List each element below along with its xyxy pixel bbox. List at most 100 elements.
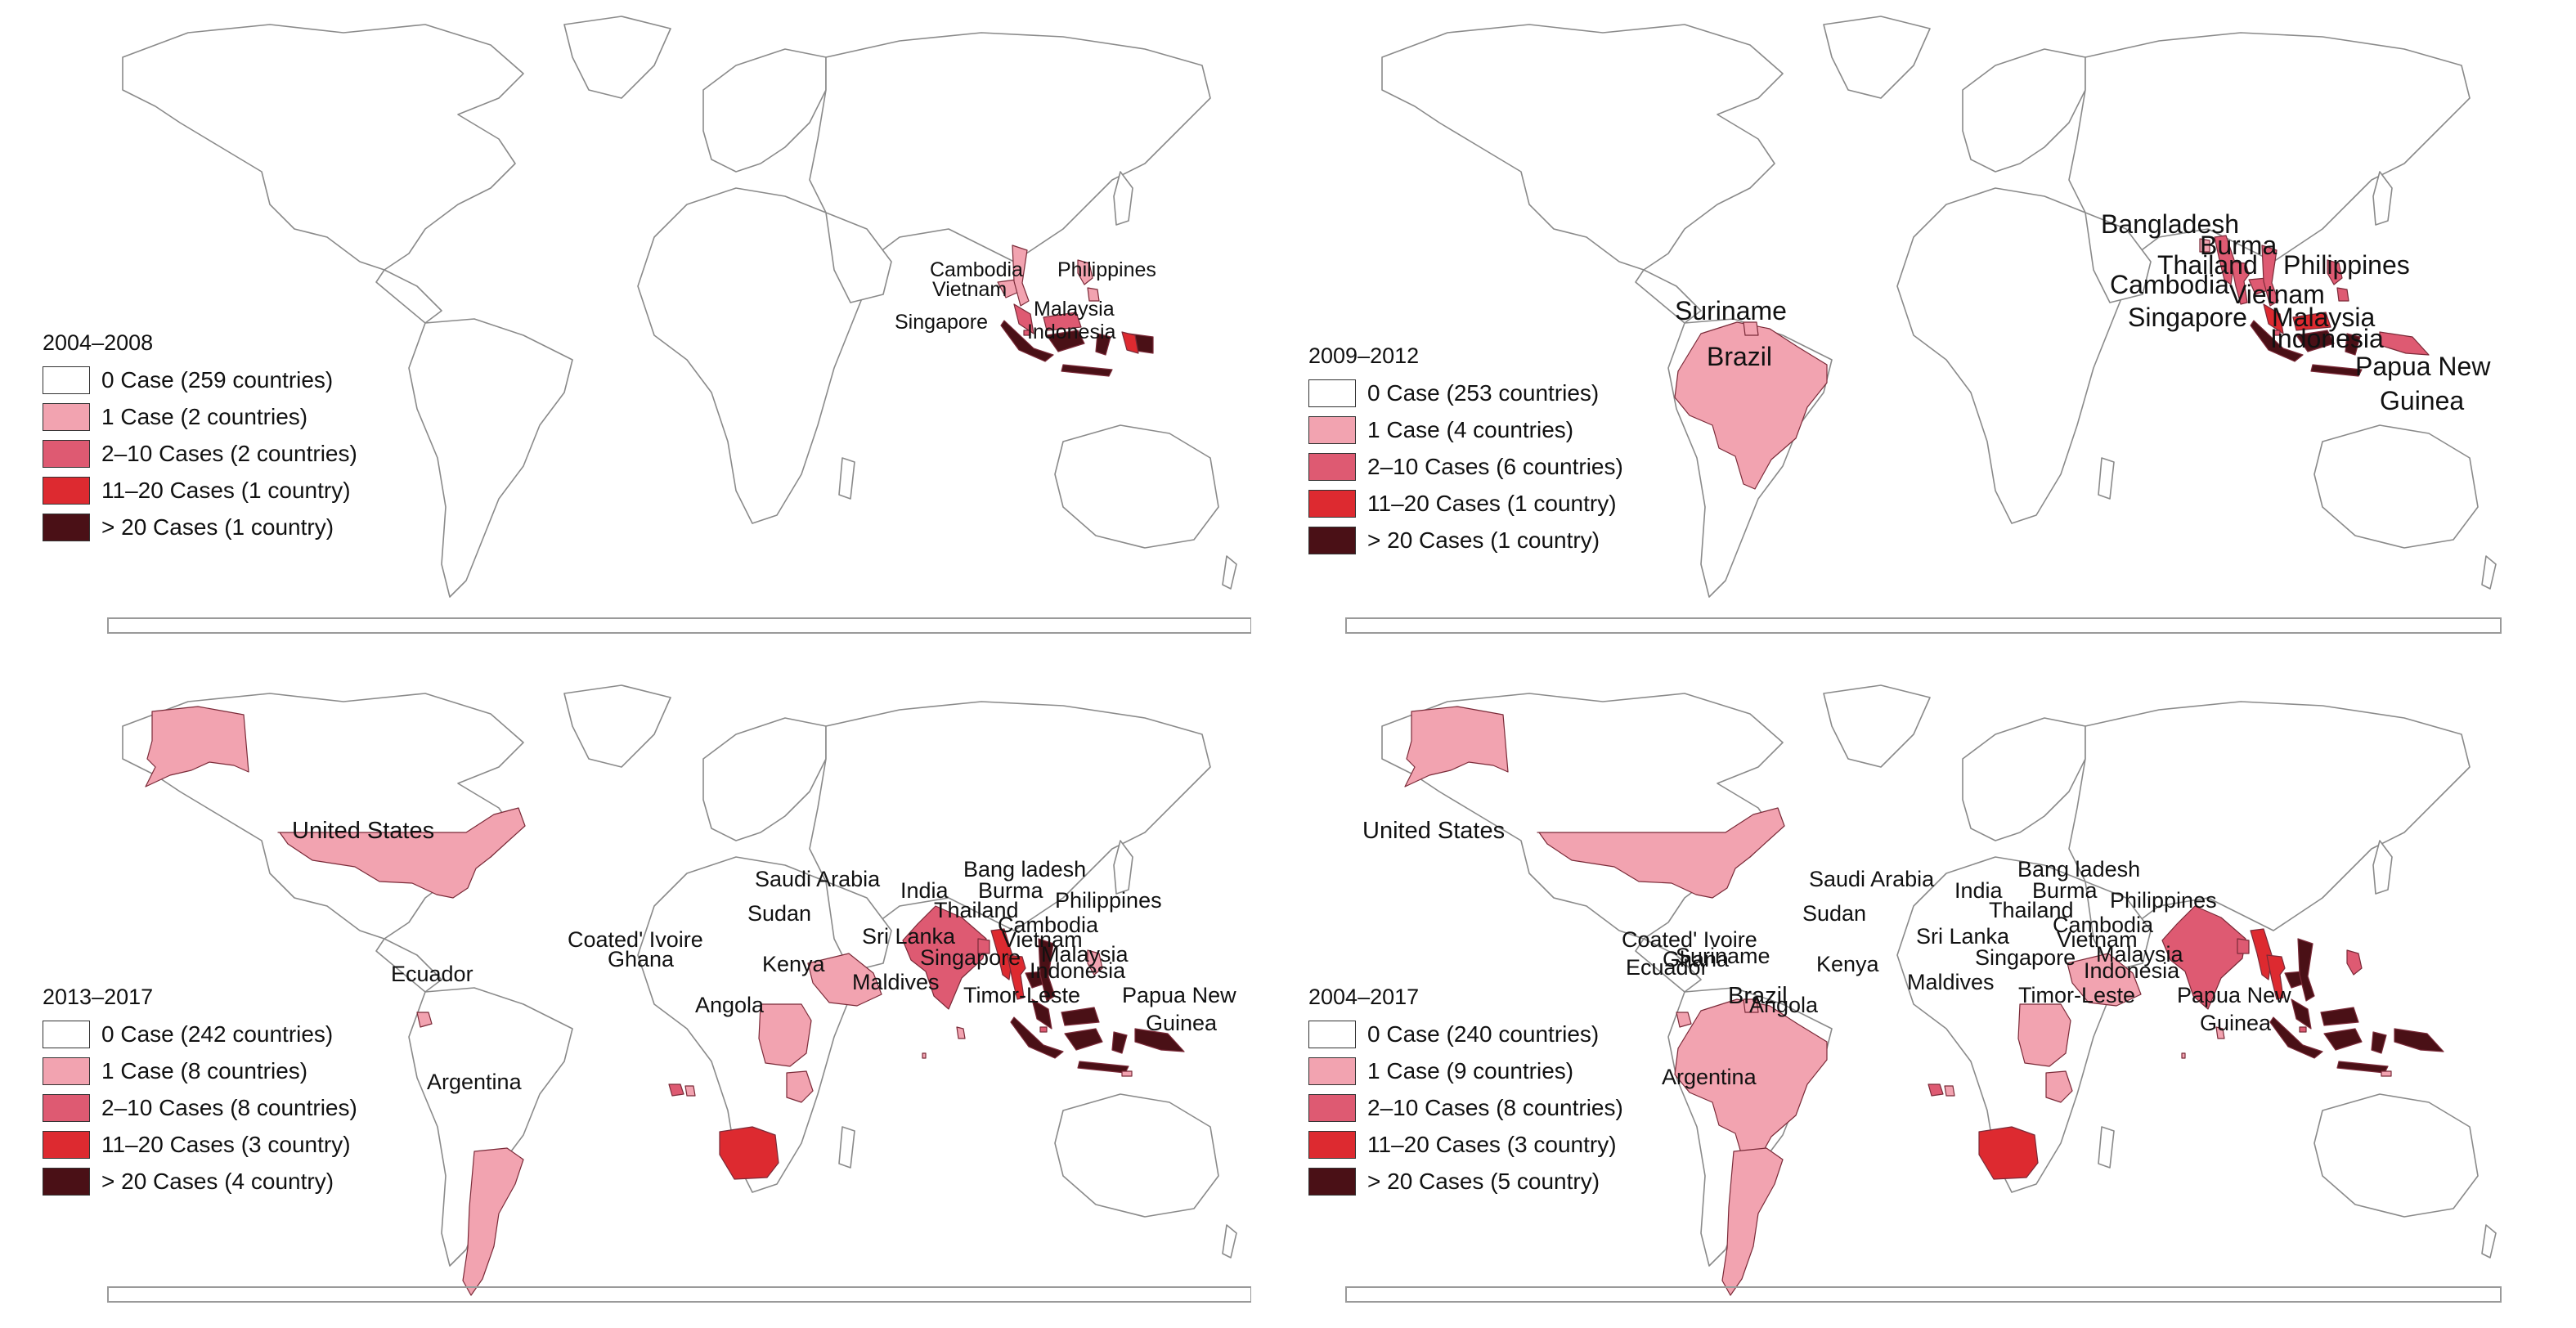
legend-title: 2009–2012 [1308,343,1420,368]
country-united-states [1404,706,1785,899]
map-label: Burma [2032,878,2098,903]
country-sri-lanka [2215,1026,2225,1039]
map-label: Malaysia [1041,942,1129,967]
landmass-asia [809,32,1211,262]
map-panel-2004-2017: United States Suriname Saudi Arabia Bang… [1259,669,2511,1315]
map-label: Ecuador [1626,955,1708,980]
legend-item: 0 Case (240 countries) [1308,1020,1623,1049]
legend: 2013–2017 0 Case (242 countries) 1 Case … [43,985,357,1204]
map-label: United States [1362,818,1506,844]
country-philippines [1087,949,1103,976]
country-burma [2250,928,2273,980]
map-label: Ghana [608,947,675,971]
map-label: Papua New [2177,983,2291,1007]
map-label: Philippines [2283,250,2410,280]
map-label: Cambodia [998,913,1099,937]
legend-label: 1 Case (8 countries) [101,1058,308,1083]
map-label: Thailand [934,898,1019,922]
country-brazil [1674,321,1828,490]
legend-item: 1 Case (9 countries) [1308,1057,1623,1086]
world-map [1345,16,2502,634]
landmass-madagascar [2098,457,2115,500]
map-label: Sri Lanka [1916,924,2010,949]
map-label: Cambodia [2053,913,2154,937]
legend-label: > 20 Cases (4 country) [101,1169,334,1194]
map-label: Indonesia [2270,324,2384,353]
country-malaysia [2291,998,2359,1030]
legend-swatch [1308,490,1356,518]
map-label: Angola [1749,993,1819,1017]
legend-item: 1 Case (8 countries) [43,1057,357,1086]
country-thailand [2230,261,2250,305]
legend-item: > 20 Cases (4 country) [43,1167,357,1196]
country-papua [1134,1028,1185,1052]
map-label: Suriname [1676,944,1770,968]
landmass-japan [2372,171,2393,226]
country-papua [1121,331,1139,354]
map-label: Argentina [427,1070,522,1094]
legend-label: 0 Case (259 countries) [101,367,334,393]
legend-label: 1 Case (9 countries) [1367,1058,1574,1083]
country-bangladesh [2199,238,2210,253]
country-ghana [1944,1085,1955,1097]
landmass-europe [1962,717,2086,841]
country-sudan [758,1003,812,1067]
country-india [902,905,987,1010]
map-label: Singapore [1975,945,2076,970]
legend-swatch [1308,1094,1356,1122]
map-label: Cambodia [2110,270,2229,299]
legend-swatch [1308,416,1356,444]
legend-swatch [1308,1057,1356,1085]
world-map [1345,684,2502,1303]
legend-title: 2004–2017 [1308,985,1420,1009]
map-label: Vietnam [932,278,1008,301]
legend-label: 11–20 Cases (1 country) [101,478,351,503]
landmass-greenland [563,16,671,99]
country-indonesia [2269,1016,2389,1074]
map-label: Philippines [2110,888,2217,913]
map-label: Saudi Arabia [755,867,881,891]
map-label: India [1954,878,2003,903]
landmass-madagascar [838,1126,855,1169]
landmass-north-america [122,24,524,271]
country-thailand [2266,954,2286,1000]
landmass-japan [1113,840,1133,895]
map-label: Indonesia [1030,958,1126,983]
map-label: Brazil [1707,342,1773,371]
legend-item: 1 Case (4 countries) [1308,415,1623,445]
legend-label: 0 Case (242 countries) [101,1021,334,1047]
legend-label: 1 Case (4 countries) [1367,417,1574,442]
country-indonesia [1010,1016,1129,1074]
country-papua [2394,1028,2444,1052]
legend-label: > 20 Cases (5 country) [1367,1169,1600,1194]
world-map [107,16,1251,634]
country-suriname [1743,998,1759,1013]
country-malaysia [1031,998,1100,1030]
landmass-australia [2313,424,2479,549]
legend-item: 11–20 Cases (3 country) [1308,1130,1623,1160]
legend-title: 2013–2017 [43,985,154,1009]
map-label: Indonesia [2084,958,2180,983]
country-malaysia [2263,303,2331,334]
legend-item: 0 Case (242 countries) [43,1020,357,1049]
landmass-greenland [563,684,671,768]
legend-swatch [1308,1168,1356,1196]
map-label: Bang ladesh [2017,857,2141,882]
map-label: Brazil [1728,983,1788,1009]
country-kenya [2045,1070,2073,1103]
country-burma [2214,235,2235,285]
country-singapore [1023,330,1031,336]
country-ecuador [1676,1012,1692,1028]
map-label: Coated' Ivoire [1622,927,1757,952]
map-label: India [900,878,949,903]
map-label: Maldives [1907,970,1995,994]
legend-swatch [43,366,90,394]
map-label: Coated' Ivoire [568,927,703,952]
country-philippines [2327,259,2349,302]
landmass-australia [1054,1093,1219,1218]
landmass-south-america [408,318,573,598]
legend-item: 2–10 Cases (2 countries) [43,439,357,469]
country-maldives [2181,1052,2186,1059]
landmass-japan [1113,171,1133,226]
landmass-greenland [1823,16,1931,99]
